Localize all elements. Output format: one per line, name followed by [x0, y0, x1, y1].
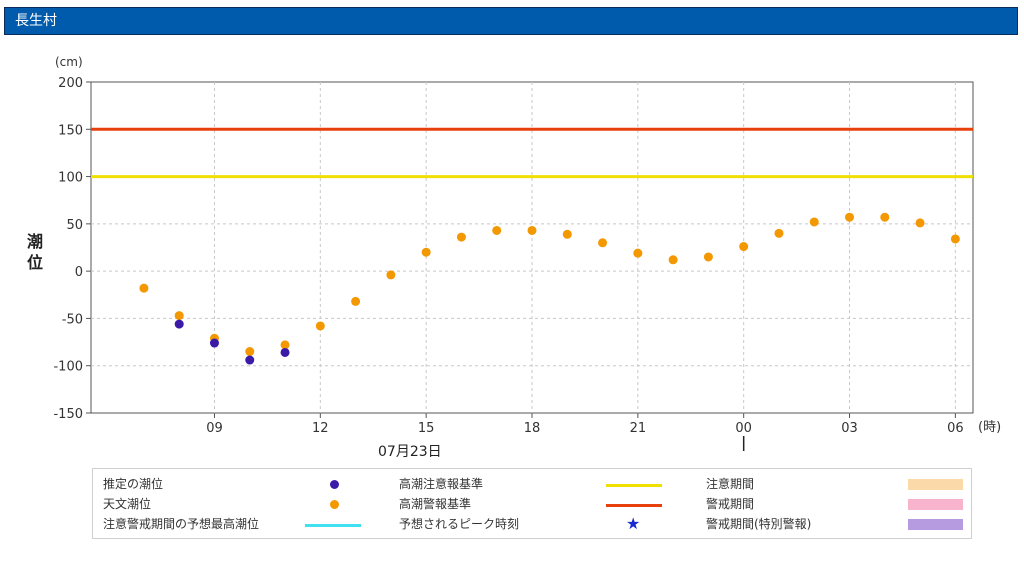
x-tick-label: 03: [841, 421, 858, 436]
legend-label-astronomical: 天文潮位: [103, 497, 152, 511]
astronomical-tide-point: [315, 321, 325, 331]
x-tick-label: 21: [630, 421, 647, 436]
x-tick-label: 18: [524, 421, 541, 436]
y-tick-label: -50: [62, 312, 83, 327]
astronomical-tide-point: [174, 311, 184, 321]
legend-label-forecast-max: 注意警戒期間の予想最高潮位: [103, 517, 260, 531]
x-tick-label: 15: [418, 421, 435, 436]
astronomical-tide-point: [527, 225, 537, 235]
y-tick-label: -100: [53, 360, 83, 375]
y-tick-label: 100: [58, 171, 83, 186]
astronomical-tide-point: [456, 232, 466, 242]
astronomical-tide-point: [915, 218, 925, 228]
legend-label-advisory-level: 高潮注意報基準: [399, 477, 484, 491]
astronomical-tide-point: [351, 296, 361, 306]
title-bar: 長生村: [4, 7, 1018, 35]
y-tick-label: -150: [53, 407, 83, 422]
astronomical-tide-point: [280, 340, 290, 350]
astronomical-tide-point: [139, 283, 149, 293]
x-tick-label: 06: [947, 421, 964, 436]
chart-legend: 推定の潮位 高潮注意報基準 注意期間 天文潮位 高潮警報基準 警戒期間 注意警戒…: [92, 468, 972, 539]
legend-swatch-forecast-max: [305, 524, 361, 527]
legend-swatch-advisory-level: [606, 484, 662, 487]
legend-swatch-special-warning-period: [908, 519, 963, 530]
y-unit-label: (cm): [55, 55, 83, 69]
star-icon: ★: [626, 514, 641, 533]
y-tick-label: 200: [58, 76, 83, 91]
estimated-tide-point: [245, 355, 255, 365]
estimated-tide-point: [209, 338, 219, 348]
legend-swatch-advisory-period: [908, 479, 963, 490]
estimated-tide-point: [174, 319, 184, 329]
x-tick-label: 00: [735, 421, 752, 436]
y-tick-label: 50: [66, 218, 83, 233]
x-tick-label: 09: [206, 421, 223, 436]
astronomical-tide-point: [245, 347, 255, 357]
astronomical-tide-point: [739, 242, 749, 252]
astronomical-tide-point: [633, 248, 643, 258]
page-title: 長生村: [15, 13, 57, 29]
legend-label-special-warning-period: 警戒期間(特別警報): [706, 517, 812, 531]
astronomical-tide-point: [845, 212, 855, 222]
legend-label-warning-level: 高潮警報基準: [399, 497, 472, 511]
astronomical-tide-point: [562, 229, 572, 239]
astronomical-tide-point: [880, 212, 890, 222]
legend-swatch-estimated: [330, 480, 339, 489]
astronomical-tide-point: [668, 255, 678, 265]
astronomical-tide-point: [421, 247, 431, 257]
astronomical-tide-point: [492, 225, 502, 235]
legend-label-peak-time: 予想されるピーク時刻: [399, 517, 520, 531]
y-axis-label-line1: 潮: [27, 232, 43, 251]
x-unit-label: (時): [978, 420, 1001, 435]
astronomical-tide-point: [950, 234, 960, 244]
legend-label-estimated: 推定の潮位: [103, 477, 164, 491]
estimated-tide-point: [280, 347, 290, 357]
y-tick-label: 150: [58, 123, 83, 138]
astronomical-tide-point: [598, 238, 608, 248]
y-tick-label: 0: [75, 265, 83, 280]
legend-swatch-warning-level: [606, 504, 662, 507]
legend-label-advisory-period: 注意期間: [706, 477, 755, 491]
astronomical-tide-point: [774, 228, 784, 238]
legend-label-warning-period: 警戒期間: [706, 497, 755, 511]
legend-swatch-astronomical: [330, 500, 339, 509]
y-axis-label-line2: 位: [27, 253, 43, 272]
legend-swatch-warning-period: [908, 499, 963, 510]
date-label: 07月23日: [378, 444, 442, 460]
x-tick-label: 12: [312, 421, 329, 436]
astronomical-tide-point: [809, 217, 819, 227]
astronomical-tide-point: [386, 270, 396, 280]
astronomical-tide-point: [703, 252, 713, 262]
tide-chart: 200 150 100 50 0 -50 -100 -150 09 12 15 18 21 00 03 06 (…: [27, 55, 1001, 460]
